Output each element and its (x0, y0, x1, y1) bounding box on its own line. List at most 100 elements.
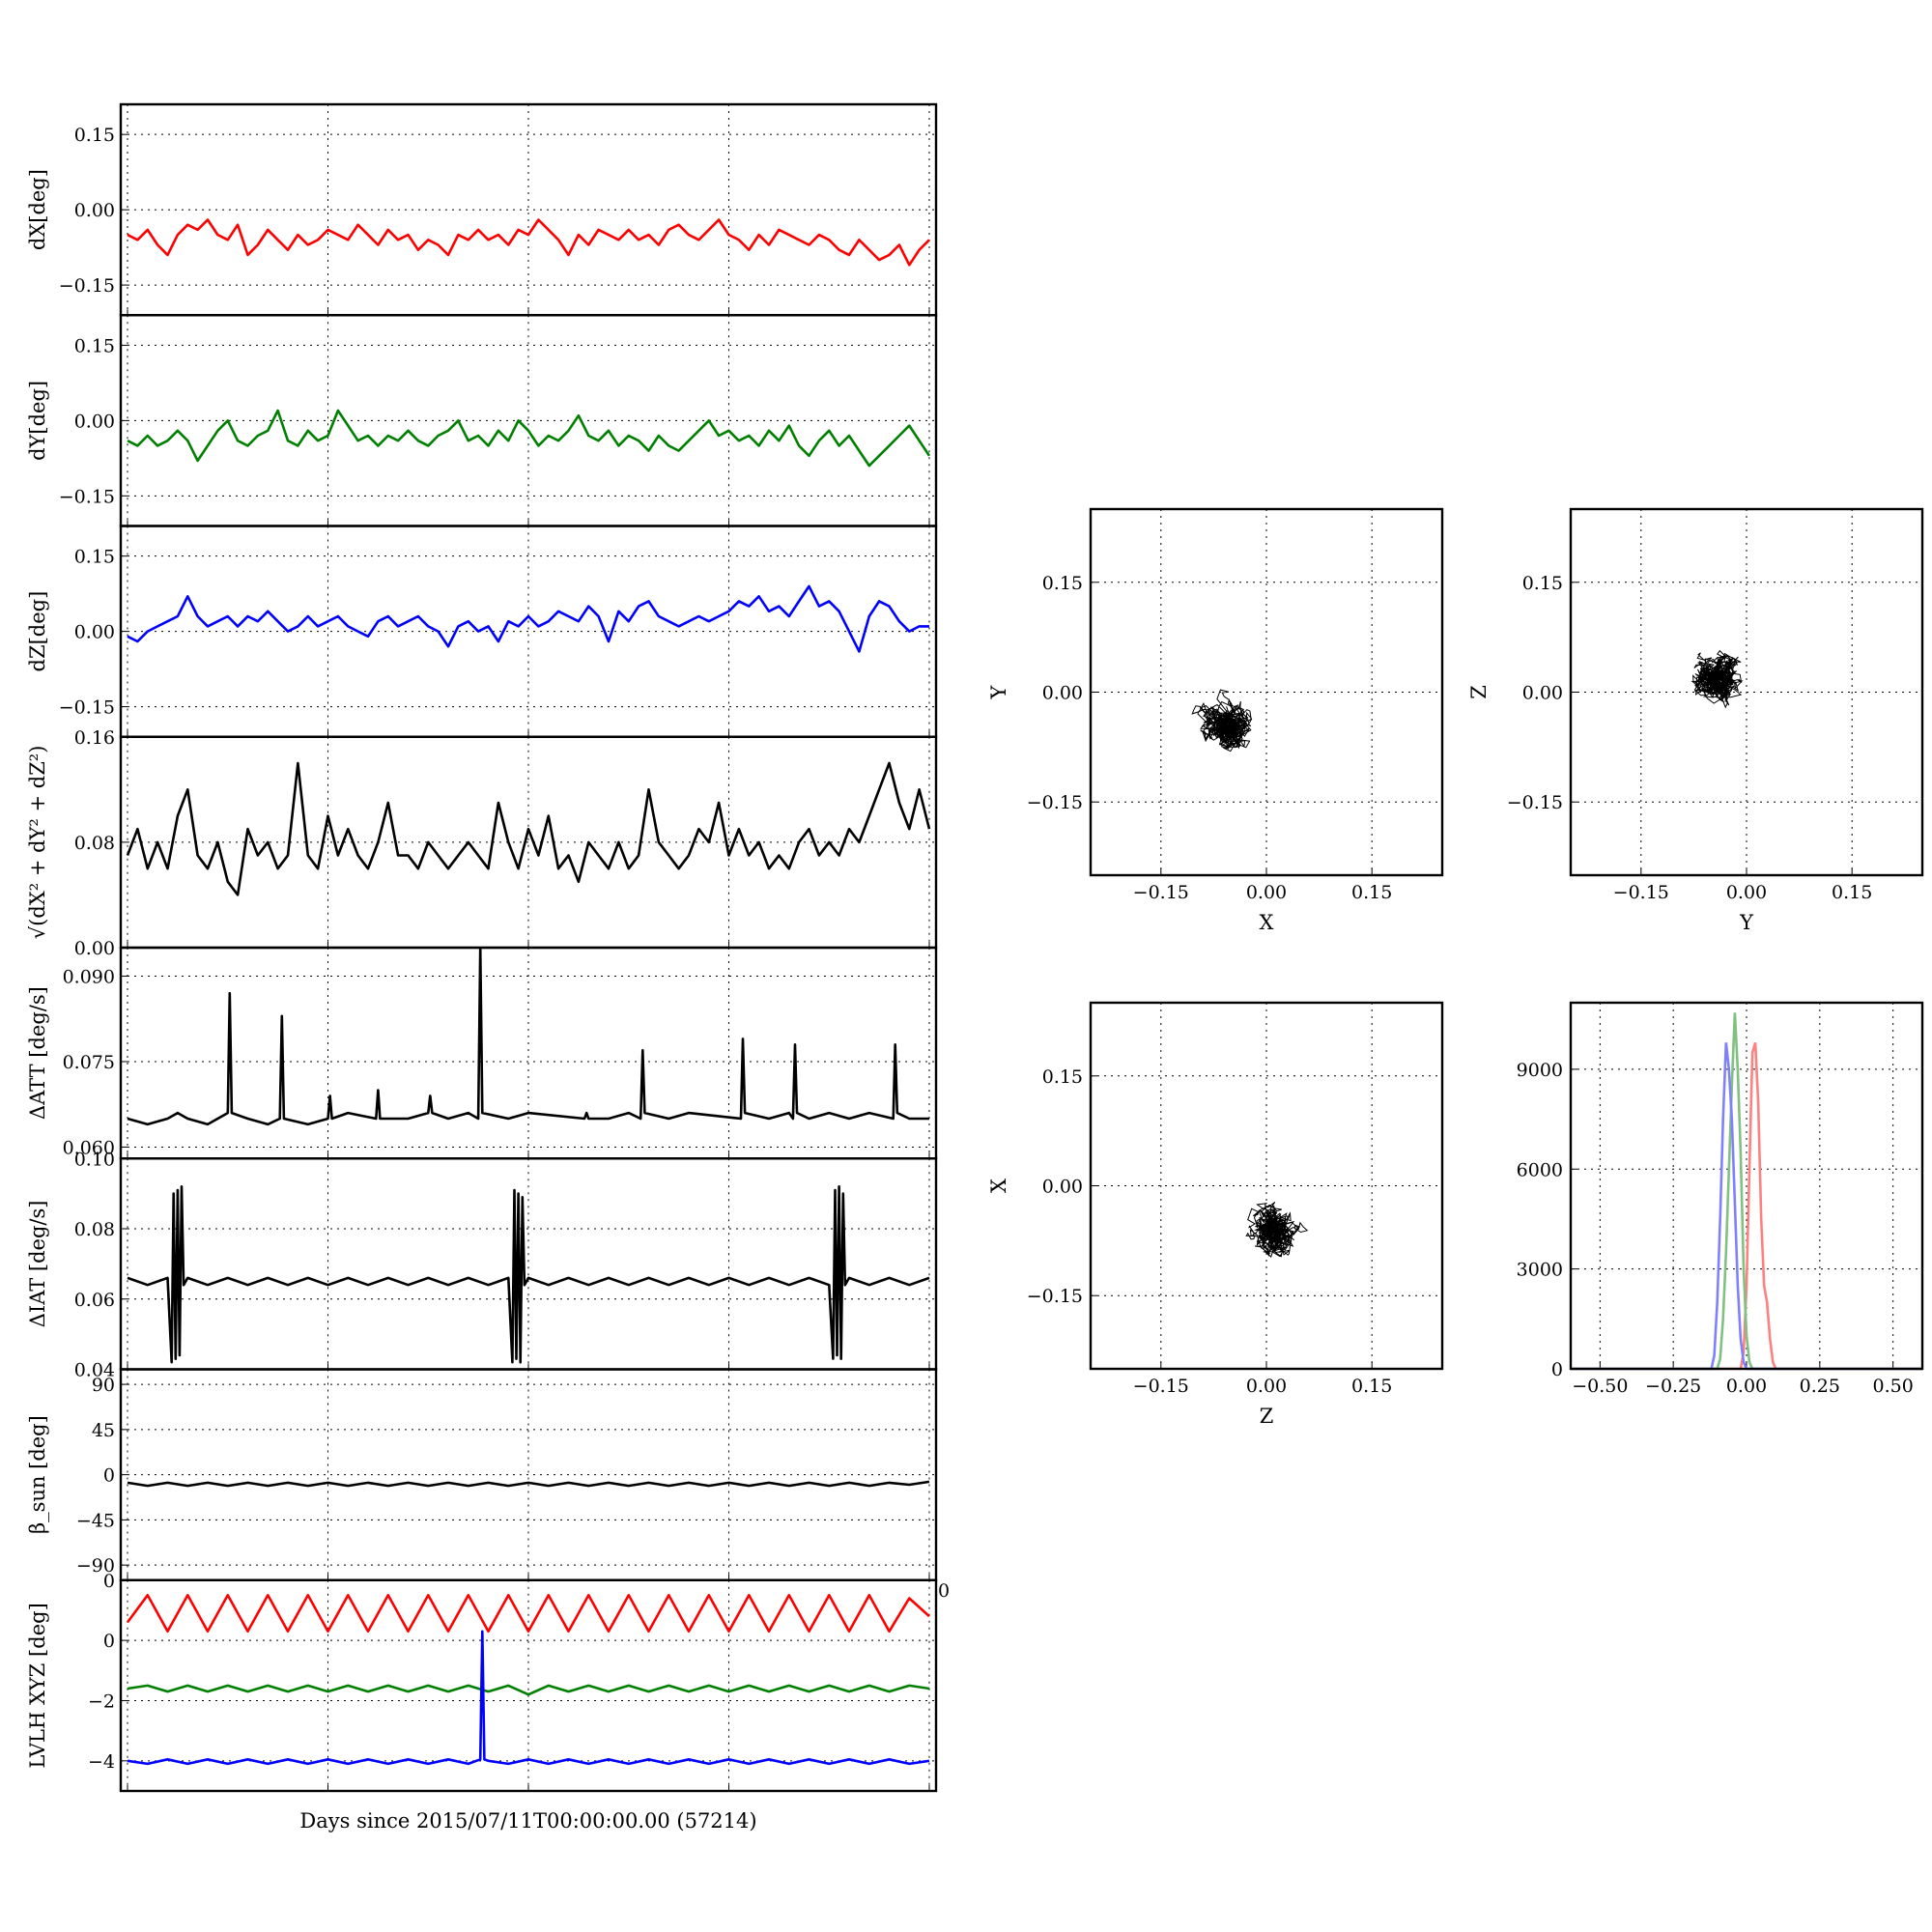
y-tick-label: 0.08 (74, 1219, 115, 1240)
y-tick-label: 0.15 (1522, 573, 1563, 594)
y-tick-label: −0.15 (59, 697, 115, 719)
x-tick-label: 0.25 (1800, 1376, 1840, 1397)
y-axis-label: Z (1467, 685, 1491, 699)
scatter-panel-1: −0.15 0.00 0.15 −0.15 0.00 0.15 X Y (987, 507, 1444, 934)
y-axis-label: ΔATT [deg/s] (26, 986, 49, 1120)
series-line-2 (127, 1684, 930, 1696)
scatter-trace (1245, 1202, 1309, 1259)
y-tick-label: 0.00 (74, 200, 115, 221)
y-tick-label: 6000 (1517, 1159, 1563, 1180)
y-tick-label: 0.00 (74, 938, 115, 959)
panel-frame (119, 1157, 938, 1371)
y-tick-label: −4 (88, 1751, 115, 1773)
x-tick-label: 0.00 (1246, 1376, 1287, 1397)
y-tick-label: 0.075 (63, 1052, 115, 1073)
x-axis-label: X (1260, 911, 1274, 934)
scatter-trace (1191, 689, 1253, 753)
panel-frame (119, 1578, 938, 1793)
y-tick-label: 0.060 (63, 1137, 115, 1158)
x-tick-label: 0.15 (1832, 882, 1872, 903)
y-tick-label: 0.06 (74, 1290, 115, 1311)
series-line-3 (127, 1630, 930, 1766)
panel-frame (119, 946, 938, 1160)
panel-5: 0.090 0.075 0.060 ΔATT [deg/s] (26, 946, 938, 1160)
panel-4: 0.16 0.08 0.00 √(dX² + dY² + dZ²) (26, 727, 938, 959)
panel-frame (1089, 1001, 1444, 1371)
y-tick-label: −90 (76, 1555, 115, 1577)
y-tick-label: 0.00 (1522, 683, 1563, 704)
y-tick-label: 0 (1551, 1359, 1563, 1380)
panel-6: 0.10 0.08 0.06 0.04 ΔIAT [deg/s] (26, 1149, 938, 1381)
x-tick-label: 0.00 (1246, 882, 1287, 903)
y-tick-label: −2 (88, 1690, 115, 1712)
y-tick-label: 0.16 (74, 727, 115, 749)
histogram-series-2 (1571, 1012, 1922, 1371)
series-group (127, 948, 929, 1126)
histogram-series-1 (1571, 1041, 1922, 1371)
series-group (127, 1480, 930, 1488)
x-axis-label: Z (1260, 1405, 1274, 1428)
panel-frame (1089, 507, 1444, 877)
y-axis-label: Y (987, 684, 1010, 699)
y-axis-label: ΔIAT [deg/s] (26, 1201, 49, 1328)
y-tick-label: 9000 (1517, 1060, 1563, 1081)
y-axis-label: √(dX² + dY² + dZ²) (26, 746, 49, 940)
y-tick-label: 0.15 (1042, 1066, 1083, 1088)
scatter-trace (1690, 649, 1744, 709)
y-tick-label: −0.15 (1027, 792, 1083, 813)
y-tick-label: 0.00 (74, 622, 115, 643)
series-group (126, 1594, 930, 1766)
panel-frame (1569, 507, 1924, 877)
y-tick-label: 0.00 (1042, 683, 1083, 704)
x-tick-label: 0.00 (1726, 882, 1767, 903)
y-tick-label: 0.15 (1042, 573, 1083, 594)
series-line-1 (127, 409, 931, 468)
y-tick-label: 0.08 (74, 833, 115, 854)
series-line-1 (126, 761, 931, 896)
series-group (127, 584, 929, 653)
y-tick-label: 3000 (1517, 1260, 1563, 1281)
y-tick-label: 0 (103, 1571, 115, 1592)
y-tick-label: 0.15 (74, 547, 115, 568)
y-tick-label: −45 (76, 1510, 115, 1531)
y-tick-label: 0 (103, 1465, 115, 1487)
x-axis-label: Y (1739, 911, 1754, 934)
y-tick-label: 45 (92, 1420, 115, 1441)
series-group (127, 409, 931, 468)
x-tick-label: 0.50 (1873, 1376, 1914, 1397)
series-line-1 (127, 1185, 930, 1364)
panel-3: 0.15 0.00 −0.15 dZ[deg] (26, 525, 938, 738)
right-tick-label: 0 (938, 1580, 950, 1602)
y-tick-label: 0.090 (63, 966, 115, 987)
scatter-panel-3: −0.15 0.00 0.15 −0.15 0.00 0.15 Z X (987, 1001, 1444, 1428)
panel-7: 90 45 0 −45 −90 β_sun [deg] (26, 1368, 938, 1581)
panel-frame (1569, 1001, 1924, 1371)
y-tick-label: −0.15 (1027, 1286, 1083, 1307)
x-tick-label: −0.25 (1645, 1376, 1701, 1397)
x-tick-label: −0.15 (1133, 1376, 1189, 1397)
x-tick-label: 0.15 (1351, 1376, 1392, 1397)
y-tick-label: 0.10 (74, 1149, 115, 1170)
series-group (127, 218, 930, 267)
series-line-1 (126, 1594, 930, 1634)
series-line-1 (127, 948, 929, 1126)
series-line-1 (127, 584, 929, 653)
y-tick-label: 90 (92, 1375, 115, 1396)
y-axis-label: dY[deg] (26, 381, 49, 461)
y-tick-label: 0.00 (74, 411, 115, 432)
y-axis-label: dZ[deg] (26, 591, 49, 672)
series-line-1 (127, 1480, 930, 1488)
y-tick-label: 0.15 (74, 335, 115, 356)
y-tick-label: −0.15 (59, 275, 115, 297)
y-tick-label: 0.00 (1042, 1177, 1083, 1198)
y-tick-label: 0 (103, 1631, 115, 1652)
x-tick-label: −0.15 (1613, 882, 1669, 903)
y-axis-label: β_sun [deg] (26, 1415, 49, 1534)
panel-2: 0.15 0.00 −0.15 dY[deg] (26, 314, 938, 527)
y-axis-label: dX[deg] (26, 169, 49, 250)
scatter-panel-2: −0.15 0.00 0.15 −0.15 0.00 0.15 Y Z (1467, 507, 1924, 934)
x-tick-label: 0.15 (1351, 882, 1392, 903)
y-tick-label: −0.15 (59, 486, 115, 507)
histogram-series-3 (1571, 1042, 1922, 1371)
series-line-1 (127, 218, 930, 267)
